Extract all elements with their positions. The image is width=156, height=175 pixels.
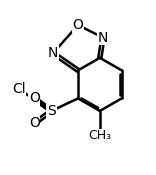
- Text: S: S: [47, 104, 56, 118]
- Text: O: O: [29, 116, 40, 130]
- Text: Cl: Cl: [12, 82, 26, 96]
- Text: CH₃: CH₃: [88, 129, 111, 142]
- Text: N: N: [48, 46, 58, 60]
- Text: N: N: [98, 31, 108, 45]
- Text: O: O: [29, 91, 40, 105]
- Text: O: O: [73, 18, 83, 32]
